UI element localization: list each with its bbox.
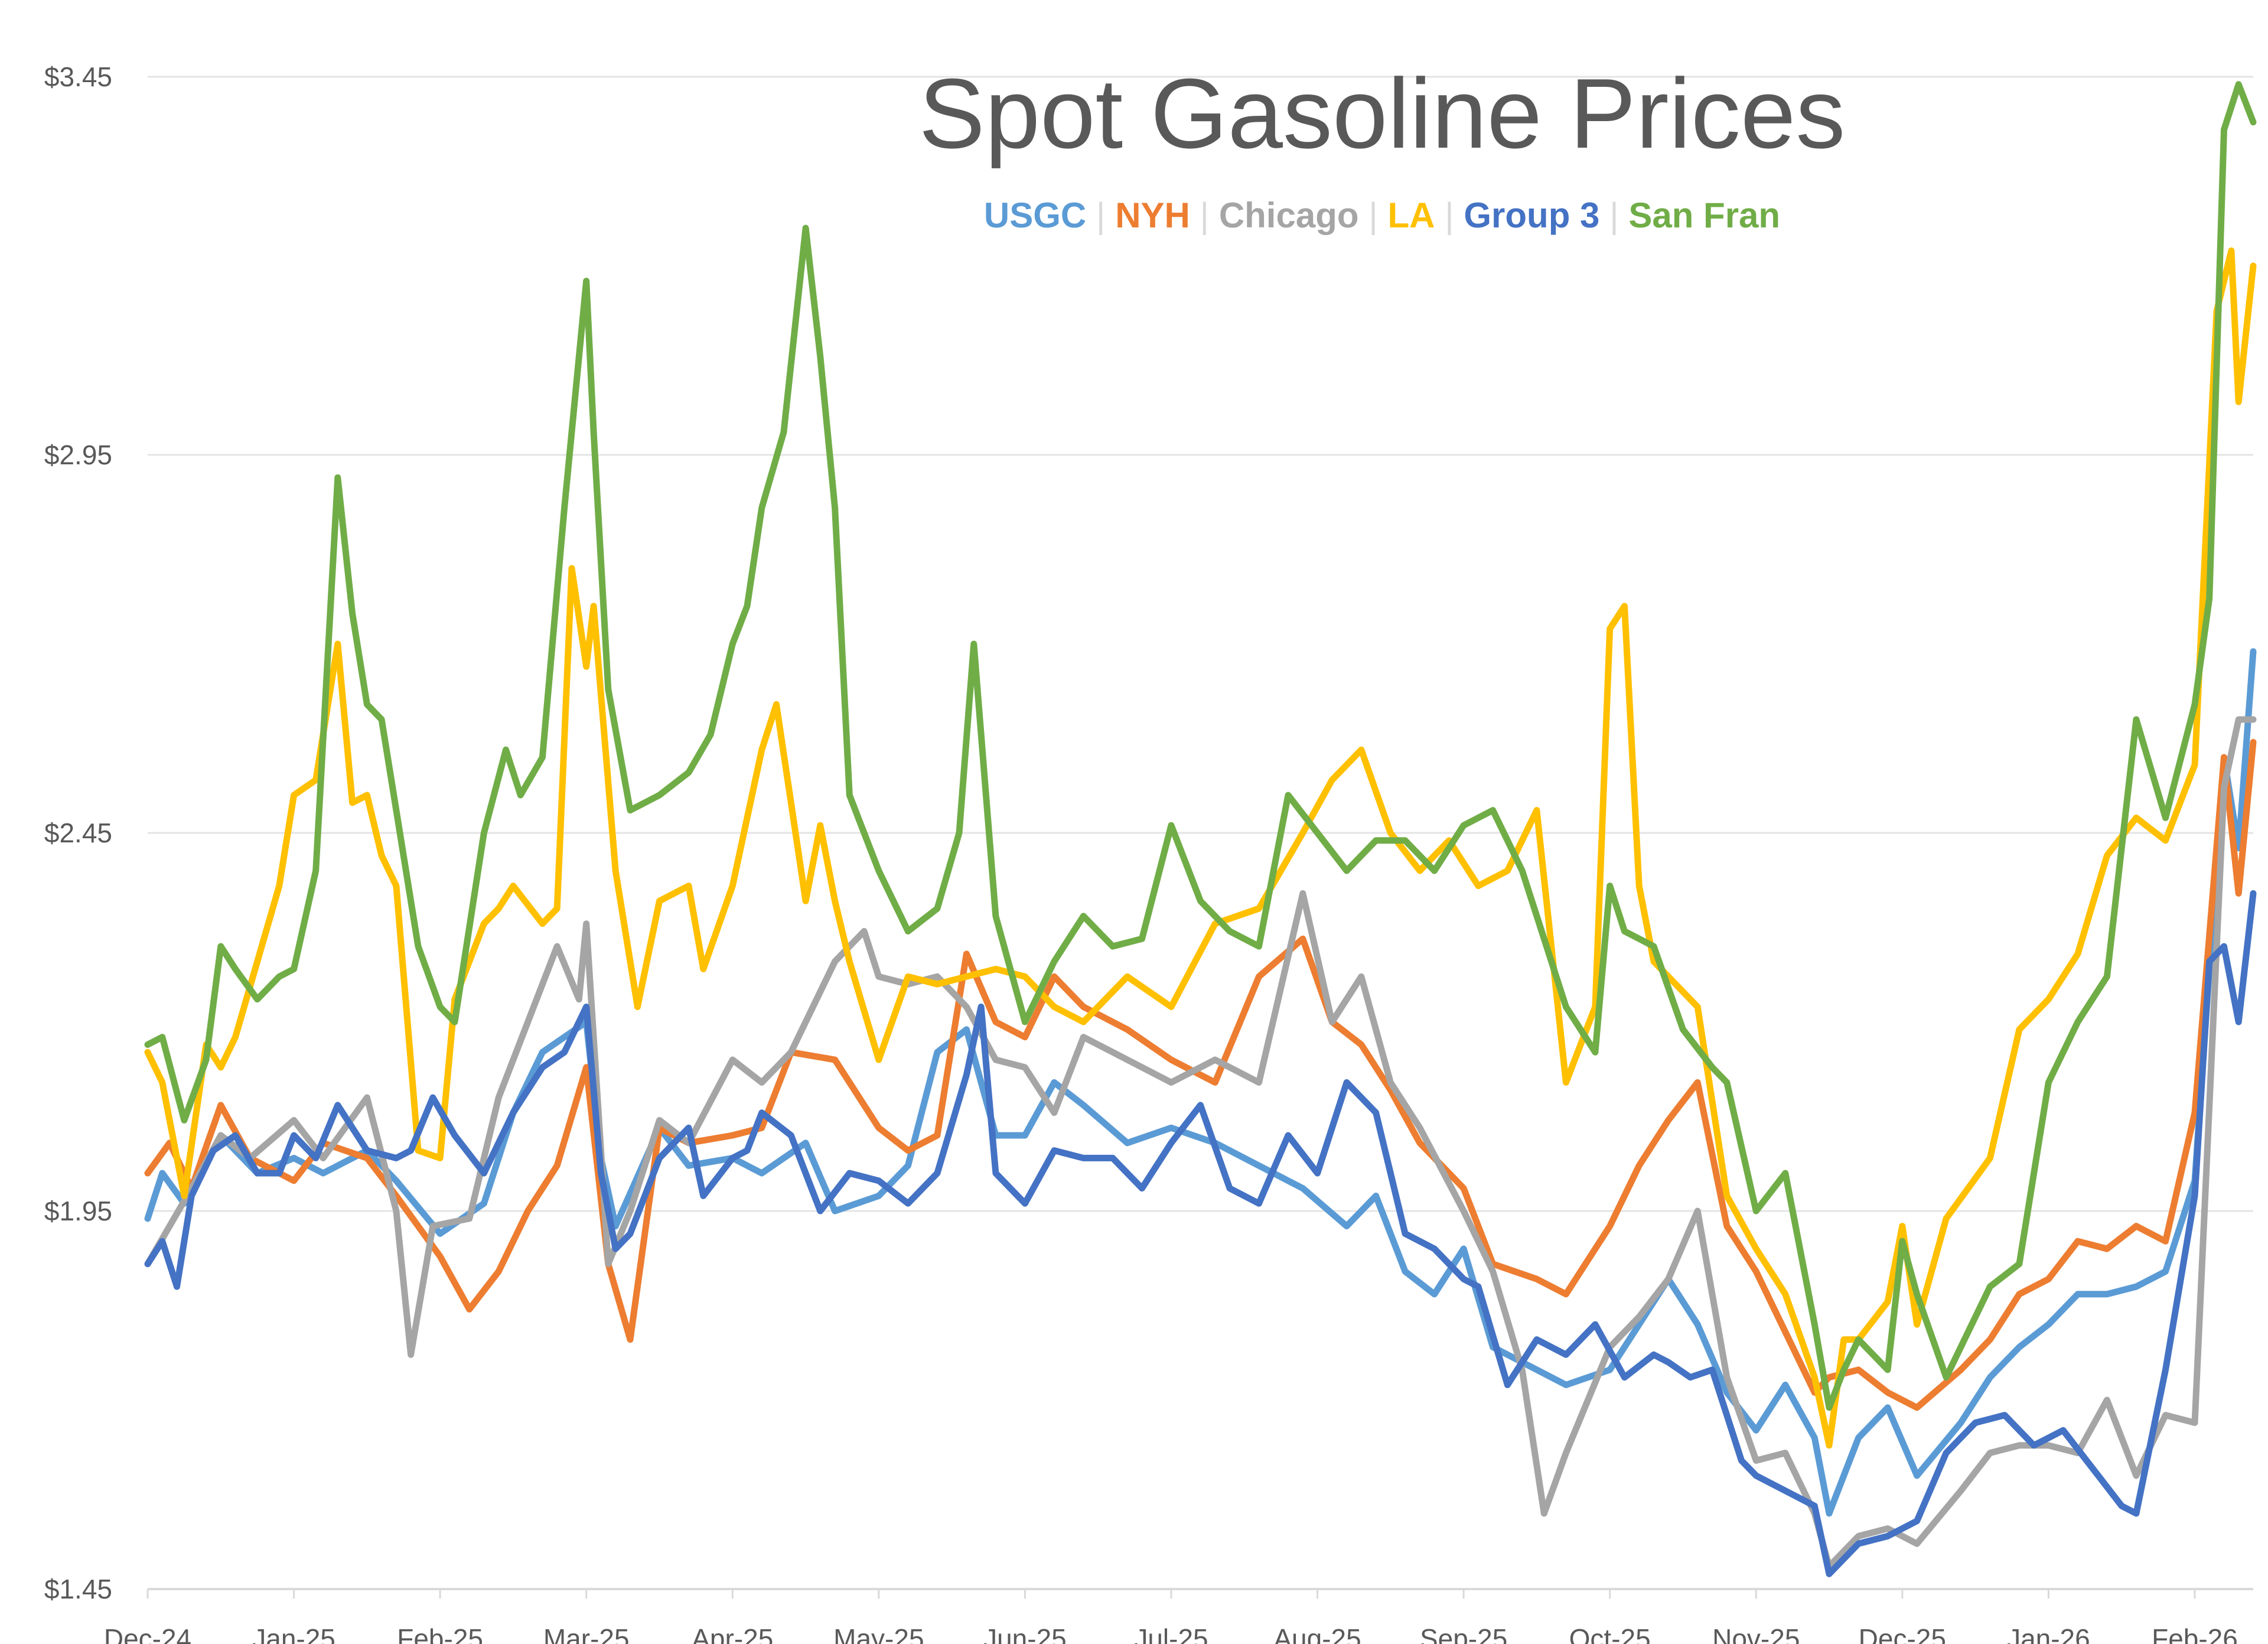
y-axis-ticks: $1.45 $1.95 $2.45 $2.95 $3.45 xyxy=(44,61,112,1604)
series-line-nyh xyxy=(144,738,2257,1411)
x-tick-label: Apr-25 xyxy=(692,1623,773,1644)
legend-separator: | xyxy=(1086,196,1115,235)
x-tick-label: Dec-25 xyxy=(1859,1623,1946,1644)
series-line-chicago xyxy=(144,716,2257,1570)
series-lines xyxy=(144,81,2257,1577)
x-tick-label: Sep-25 xyxy=(1420,1623,1507,1644)
x-tick-label: Mar-25 xyxy=(543,1623,630,1644)
y-tick-label: $2.95 xyxy=(44,440,112,470)
legend-separator: | xyxy=(1599,196,1628,235)
legend: USGC | NYH | Chicago | LA | Group 3 | Sa… xyxy=(984,196,1780,235)
x-tick-label: Jun-25 xyxy=(983,1623,1067,1644)
x-tick-label: Jan-26 xyxy=(2007,1623,2090,1644)
x-tick-label: Jan-25 xyxy=(252,1623,335,1644)
x-tick-label: Nov-25 xyxy=(1712,1623,1800,1644)
series-line-group-3 xyxy=(144,890,2257,1577)
series-line-san-fran xyxy=(144,81,2257,1411)
legend-item-chicago: Chicago xyxy=(1219,196,1359,235)
legend-separator: | xyxy=(1190,196,1219,235)
x-axis-ticks: Dec-24 Jan-25 Feb-25 Mar-25 Apr-25 May-25 Jun-… xyxy=(104,1589,2238,1644)
x-tick-label: May-25 xyxy=(833,1623,924,1644)
x-tick-label: Aug-25 xyxy=(1273,1623,1361,1644)
x-tick-label: Feb-25 xyxy=(397,1623,483,1644)
legend-item-usgc: USGC xyxy=(984,196,1086,235)
legend-item-nyh: NYH xyxy=(1115,196,1190,235)
series-line-la xyxy=(144,247,2257,1449)
legend-separator: | xyxy=(1435,196,1464,235)
legend-item-la: LA xyxy=(1387,196,1435,235)
chart-title: Spot Gasoline Prices xyxy=(919,58,1846,169)
y-tick-label: $1.45 xyxy=(44,1574,112,1604)
legend-separator: | xyxy=(1359,196,1388,235)
y-tick-label: $1.95 xyxy=(44,1196,112,1226)
legend-item-group-3: Group 3 xyxy=(1464,196,1599,235)
x-tick-label: Oct-25 xyxy=(1569,1623,1651,1644)
legend-item-san-fran: San Fran xyxy=(1628,196,1780,235)
y-tick-label: $2.45 xyxy=(44,818,112,848)
x-tick-label: Feb-26 xyxy=(2152,1623,2238,1644)
y-tick-label: $3.45 xyxy=(44,61,112,92)
x-tick-label: Dec-24 xyxy=(104,1623,191,1644)
x-tick-label: Jul-25 xyxy=(1134,1623,1208,1644)
